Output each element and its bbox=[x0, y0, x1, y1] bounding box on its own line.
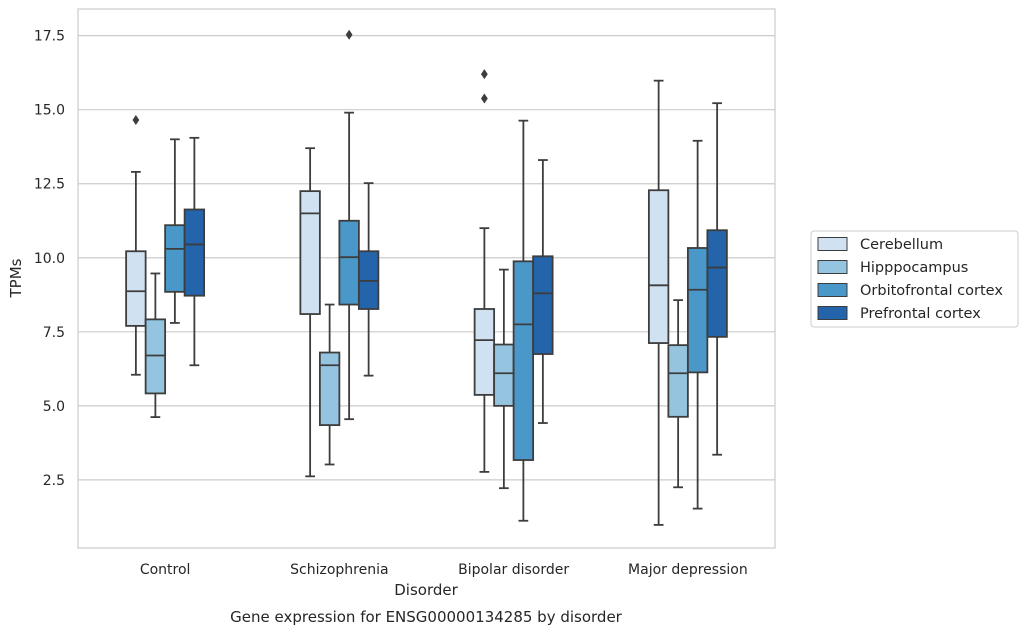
x-tick-label: Schizophrenia bbox=[290, 562, 388, 578]
legend-entry: Hipppocampus bbox=[860, 260, 968, 276]
box-iqr bbox=[667, 344, 689, 418]
x-tick-label: Control bbox=[140, 562, 191, 578]
box bbox=[512, 119, 535, 522]
outlier-point bbox=[345, 29, 353, 40]
box bbox=[357, 182, 380, 377]
box bbox=[338, 29, 360, 421]
series-orbitofrontal-cortex bbox=[164, 29, 709, 522]
box-iqr bbox=[164, 224, 186, 293]
box-iqr bbox=[706, 229, 728, 338]
box-iqr bbox=[318, 351, 341, 426]
outlier-point bbox=[480, 93, 488, 104]
box bbox=[706, 102, 728, 456]
box bbox=[493, 268, 515, 490]
box-iqr bbox=[686, 247, 709, 374]
y-axis-label: TPMs bbox=[7, 258, 25, 298]
series-prefrontal-cortex bbox=[183, 102, 728, 456]
box-iqr bbox=[299, 190, 321, 315]
legend-entry: Prefrontal cortex bbox=[860, 306, 981, 322]
box-iqr bbox=[183, 208, 206, 297]
plot-area-frame bbox=[77, 8, 776, 549]
legend-entry: Cerebellum bbox=[860, 237, 943, 253]
x-tick-label: Major depression bbox=[628, 562, 748, 578]
y-tick-label: 7.5 bbox=[43, 325, 65, 341]
y-tick-label: 10.0 bbox=[34, 251, 65, 267]
box bbox=[686, 139, 709, 510]
y-tick-label: 12.5 bbox=[34, 177, 65, 193]
y-tick-labels: 2.5 5.0 7.5 10.0 12.5 15.0 17.5 bbox=[34, 29, 65, 489]
legend-swatch bbox=[817, 260, 848, 274]
y-tick-label: 17.5 bbox=[34, 29, 65, 45]
legend-swatch bbox=[817, 306, 848, 320]
box bbox=[164, 138, 186, 324]
outlier-point bbox=[132, 115, 140, 126]
box-iqr bbox=[493, 343, 515, 407]
y-tick-label: 5.0 bbox=[43, 399, 65, 415]
box-iqr bbox=[473, 308, 496, 396]
box bbox=[299, 147, 321, 478]
box bbox=[183, 136, 206, 367]
y-tick-label: 2.5 bbox=[43, 473, 65, 489]
legend-frame bbox=[810, 230, 1019, 328]
box bbox=[125, 115, 147, 376]
legend-swatch bbox=[817, 237, 848, 251]
x-tick-labels: Control Schizophrenia Bipolar disorder Majo… bbox=[140, 562, 748, 578]
box bbox=[667, 299, 689, 489]
x-tick-label: Bipolar disorder bbox=[458, 562, 569, 578]
chart-caption: Gene expression for ENSG00000134285 by d… bbox=[230, 608, 623, 626]
y-tick-label: 15.0 bbox=[34, 103, 65, 119]
box-iqr bbox=[338, 219, 360, 306]
box-iqr bbox=[512, 260, 535, 461]
series-hipppocampus bbox=[144, 268, 689, 490]
outlier-point bbox=[480, 69, 488, 80]
legend-swatch bbox=[817, 283, 848, 297]
box-series bbox=[125, 29, 728, 526]
box-iqr bbox=[125, 250, 147, 327]
legend-entry: Orbitofrontal cortex bbox=[860, 283, 1003, 299]
box bbox=[532, 159, 554, 424]
box-iqr bbox=[647, 189, 670, 344]
series-cerebellum bbox=[125, 69, 670, 526]
box-iqr bbox=[532, 255, 554, 355]
legend: Cerebellum Hipppocampus Orbitofrontal cort… bbox=[810, 230, 1019, 328]
x-axis-label: Disorder bbox=[394, 581, 458, 599]
box bbox=[318, 303, 341, 466]
box bbox=[144, 272, 167, 419]
box bbox=[473, 69, 496, 473]
box bbox=[647, 79, 670, 526]
